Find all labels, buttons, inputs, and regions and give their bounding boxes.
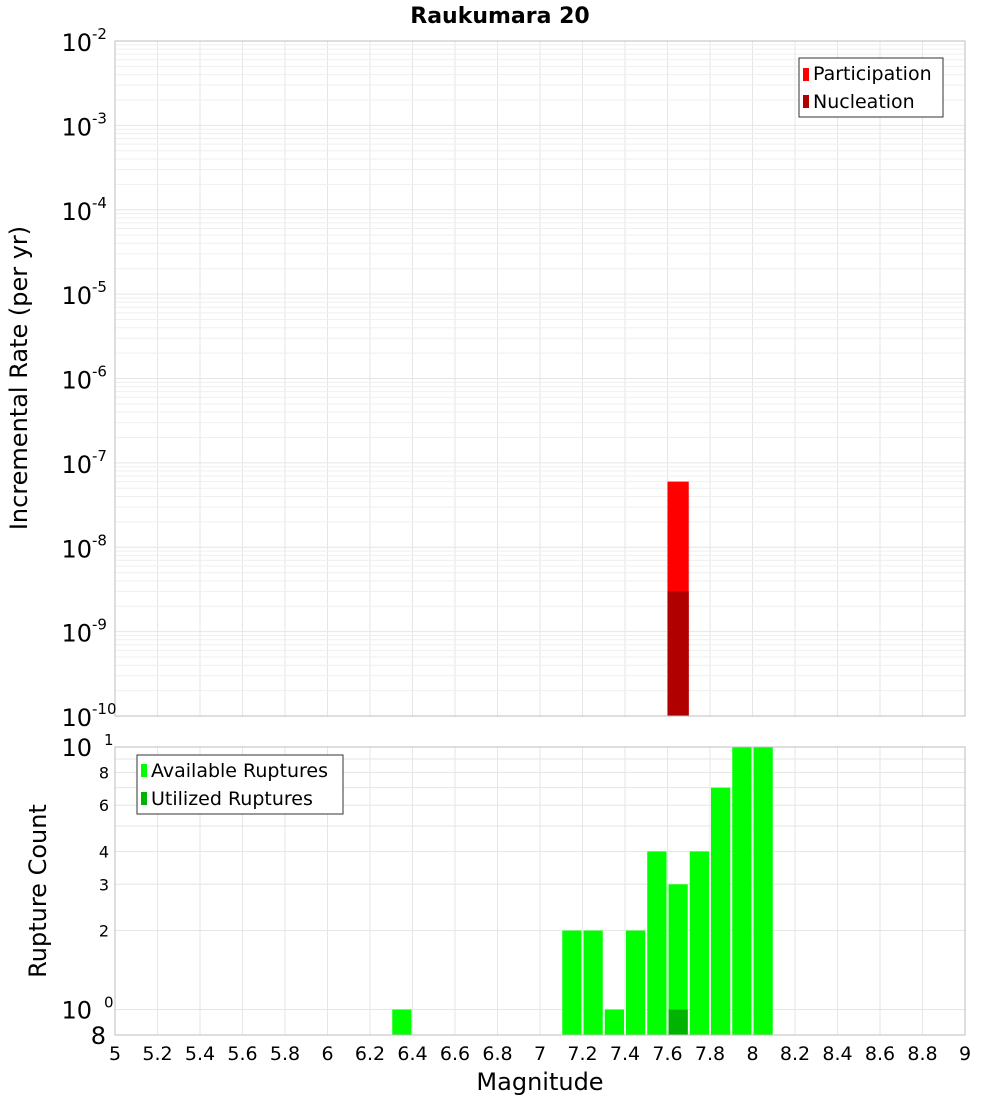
top-bar-nucleation — [667, 591, 689, 716]
top-y-tick-label: 10 -2 — [61, 25, 107, 57]
top-y-tick-base: 10 — [61, 29, 92, 57]
top-y-tick-base: 10 — [61, 198, 92, 226]
bottom-bar-available-ruptures — [626, 930, 646, 1035]
top-y-tick-label: 10 -8 — [61, 531, 107, 563]
top-y-tick-label: 10 -9 — [61, 616, 107, 648]
x-axis-label: Magnitude — [476, 1068, 603, 1096]
top-y-tick-label: 10 -6 — [61, 363, 107, 395]
top-y-tick-label: 10 -5 — [61, 278, 107, 310]
bottom-bar-available-ruptures — [647, 851, 667, 1035]
top-plot-frame — [114, 40, 966, 717]
x-tick-label: 8.2 — [780, 1043, 810, 1065]
top-y-tick-exponent: -2 — [92, 25, 107, 43]
legend-label-available-ruptures: Available Ruptures — [151, 760, 328, 782]
bottom-y-minor-tick-label: 8 — [99, 763, 109, 782]
top-y-tick-base: 10 — [61, 535, 92, 563]
x-tick-label: 6.2 — [355, 1043, 385, 1065]
top-plot-bars — [667, 481, 689, 716]
top-y-tick-base: 10 — [61, 282, 92, 310]
x-tick-label: 5.8 — [270, 1043, 300, 1065]
x-tick-label: 7.8 — [695, 1043, 725, 1065]
bottom-y-tick-exponent: 0 — [104, 994, 114, 1012]
chart-title: Raukumara 20 — [410, 4, 589, 29]
top-y-tick-exponent: -4 — [92, 194, 107, 212]
top-y-tick-base: 10 — [61, 620, 92, 648]
top-y-tick-exponent: -10 — [92, 700, 117, 718]
bottom-plot-bars — [392, 747, 773, 1035]
bottom-bar-available-ruptures — [668, 884, 688, 1035]
x-tick-label: 8.4 — [822, 1043, 852, 1065]
top-y-tick-label: 10 -7 — [61, 447, 107, 479]
legend-swatch-available-ruptures — [141, 764, 147, 777]
bottom-bar-available-ruptures — [732, 747, 752, 1035]
bottom-legend-box — [136, 754, 344, 815]
bottom-bar-available-ruptures — [604, 1009, 624, 1035]
x-tick-label: 8.8 — [907, 1043, 937, 1065]
top-y-tick-label: 10 -3 — [61, 109, 107, 141]
bottom-bar-available-ruptures — [753, 747, 773, 1035]
top-legend-box — [798, 57, 944, 118]
x-axis-ticks: 5 5.2 5.4 5.6 5.8 6 6.2 6.4 6.6 6.8 7 7.2 7.4 7.6 7.8 8… — [109, 1043, 971, 1065]
x-tick-label: 6.8 — [482, 1043, 512, 1065]
bottom-y-minor-tick-label: 3 — [99, 875, 109, 894]
bottom-y-tick-base: 10 — [61, 997, 92, 1025]
x-tick-label: 6.6 — [440, 1043, 470, 1065]
top-y-tick-exponent: -5 — [92, 278, 107, 296]
legend-swatch-nucleation — [803, 95, 809, 108]
x-tick-label: 5.2 — [142, 1043, 172, 1065]
bottom-bar-available-ruptures — [392, 1009, 412, 1035]
top-y-axis-label: Incremental Rate (per yr) — [5, 226, 33, 530]
bottom-bar-utilized-ruptures — [668, 1009, 688, 1035]
legend-swatch-utilized-ruptures — [141, 792, 147, 805]
x-tick-label: 7.6 — [652, 1043, 682, 1065]
x-tick-label: 5.4 — [185, 1043, 215, 1065]
bottom-y-tick-exponent: 1 — [104, 731, 114, 749]
bottom-y-minor-tick-label: 6 — [99, 796, 109, 815]
bottom-bar-available-ruptures — [689, 851, 709, 1035]
x-tick-label: 8 — [746, 1043, 758, 1065]
bottom-y-axis-label: Rupture Count — [24, 804, 52, 978]
bottom-y-minor-tick-label: 2 — [99, 922, 109, 941]
legend-label-nucleation: Nucleation — [813, 91, 915, 113]
x-tick-label: 7 — [534, 1043, 546, 1065]
legend-label-participation: Participation — [813, 63, 932, 85]
top-y-tick-exponent: -3 — [92, 109, 107, 127]
bottom-y-tick-base: 10 — [61, 734, 92, 762]
top-y-tick-base: 10 — [61, 113, 92, 141]
bottom-y-tick-label: 10 0 — [61, 994, 113, 1025]
top-y-tick-label: 10 -10 — [61, 700, 116, 732]
x-tick-label: 5 — [109, 1043, 121, 1065]
bottom-y-ticks: 10 1 10 0 8 2 3 4 6 8 — [61, 731, 113, 1050]
bottom-bar-available-ruptures — [711, 787, 731, 1035]
x-tick-label: 5.6 — [227, 1043, 257, 1065]
bottom-y-minor-tick-label: 8 — [91, 1022, 106, 1050]
top-y-tick-base: 10 — [61, 704, 92, 732]
x-tick-label: 9 — [959, 1043, 971, 1065]
top-y-tick-exponent: -7 — [92, 447, 107, 465]
top-legend: Participation Nucleation — [798, 57, 944, 118]
x-tick-label: 6.4 — [397, 1043, 427, 1065]
x-tick-label: 7.4 — [610, 1043, 640, 1065]
x-tick-label: 6 — [321, 1043, 333, 1065]
legend-label-utilized-ruptures: Utilized Ruptures — [151, 788, 313, 810]
bottom-y-minor-tick-label: 4 — [99, 842, 109, 861]
top-plot-grid — [115, 41, 965, 717]
top-y-tick-exponent: -8 — [92, 531, 107, 549]
bottom-y-tick-label: 10 1 — [61, 731, 113, 762]
bottom-bar-available-ruptures — [583, 930, 603, 1035]
bottom-plot-frame — [114, 746, 966, 1036]
top-y-tick-exponent: -6 — [92, 363, 107, 381]
legend-swatch-participation — [803, 68, 809, 81]
top-y-tick-base: 10 — [61, 451, 92, 479]
x-tick-label: 8.6 — [865, 1043, 895, 1065]
top-y-tick-label: 10 -4 — [61, 194, 107, 226]
x-tick-label: 7.2 — [567, 1043, 597, 1065]
bottom-bar-available-ruptures — [562, 930, 582, 1035]
top-y-tick-base: 10 — [61, 367, 92, 395]
bottom-legend: Available Ruptures Utilized Ruptures — [136, 754, 344, 815]
top-y-tick-exponent: -9 — [92, 616, 107, 634]
